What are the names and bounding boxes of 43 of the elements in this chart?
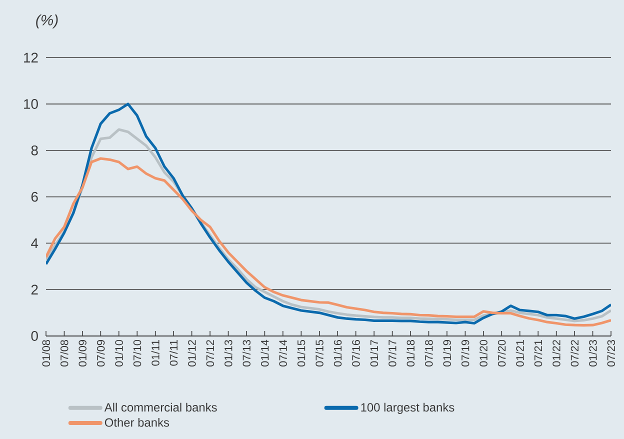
x-tick-label: 07/09 — [96, 340, 105, 367]
x-tick-label: 07/15 — [315, 340, 324, 367]
y-tick-label: 0 — [31, 331, 38, 341]
x-tick-label: 07/14 — [278, 340, 287, 367]
x-tick-label: 07/11 — [170, 340, 178, 366]
y-tick-label: 2 — [31, 284, 38, 294]
legend-label: 100 largest banks — [361, 402, 454, 414]
x-tick-label: 07/08 — [60, 340, 68, 367]
y-axis-title: (%) — [36, 14, 58, 28]
legend-label: Other banks — [104, 418, 170, 427]
y-tick-label: 12 — [24, 52, 38, 62]
y-tick-label: 6 — [31, 192, 38, 202]
y-tick-label: 8 — [31, 145, 38, 156]
x-tick-label: 07/18 — [424, 340, 433, 367]
x-tick-label: 01/17 — [370, 340, 378, 367]
x-tick-label: 01/09 — [78, 340, 86, 367]
y-tick-label: 10 — [24, 99, 38, 109]
x-tick-label: 01/15 — [297, 340, 306, 367]
x-tick-label: 07/19 — [461, 340, 470, 367]
x-tick-label: 07/20 — [498, 340, 506, 367]
x-tick-label: 01/08 — [42, 340, 50, 367]
x-tick-label: 01/14 — [260, 340, 269, 367]
x-tick-label: 07/22 — [570, 340, 579, 367]
x-tick-label: 01/19 — [442, 340, 451, 367]
x-tick-label: 01/13 — [224, 340, 232, 367]
x-tick-label: 07/17 — [388, 340, 396, 367]
x-tick-label: 01/23 — [588, 340, 597, 367]
x-tick-label: 01/22 — [552, 340, 560, 367]
x-tick-label: 01/18 — [406, 340, 415, 367]
x-tick-label: 01/12 — [188, 340, 196, 367]
x-tick-label: 01/10 — [114, 340, 123, 367]
x-tick-label: 07/16 — [352, 340, 360, 367]
x-tick-label: 01/11 — [151, 340, 160, 366]
x-tick-label: 07/21 — [534, 340, 542, 367]
x-tick-label: 01/20 — [479, 340, 488, 367]
x-tick-label: 07/13 — [242, 340, 251, 367]
legend-label: All commercial banks — [104, 402, 217, 412]
y-tick-label: 4 — [31, 238, 38, 248]
x-tick-label: 01/16 — [334, 340, 342, 367]
x-tick-label: 07/23 — [606, 340, 616, 367]
x-tick-label: 07/12 — [206, 340, 214, 367]
x-tick-label: 01/21 — [516, 340, 524, 367]
x-tick-label: 07/10 — [133, 340, 142, 367]
